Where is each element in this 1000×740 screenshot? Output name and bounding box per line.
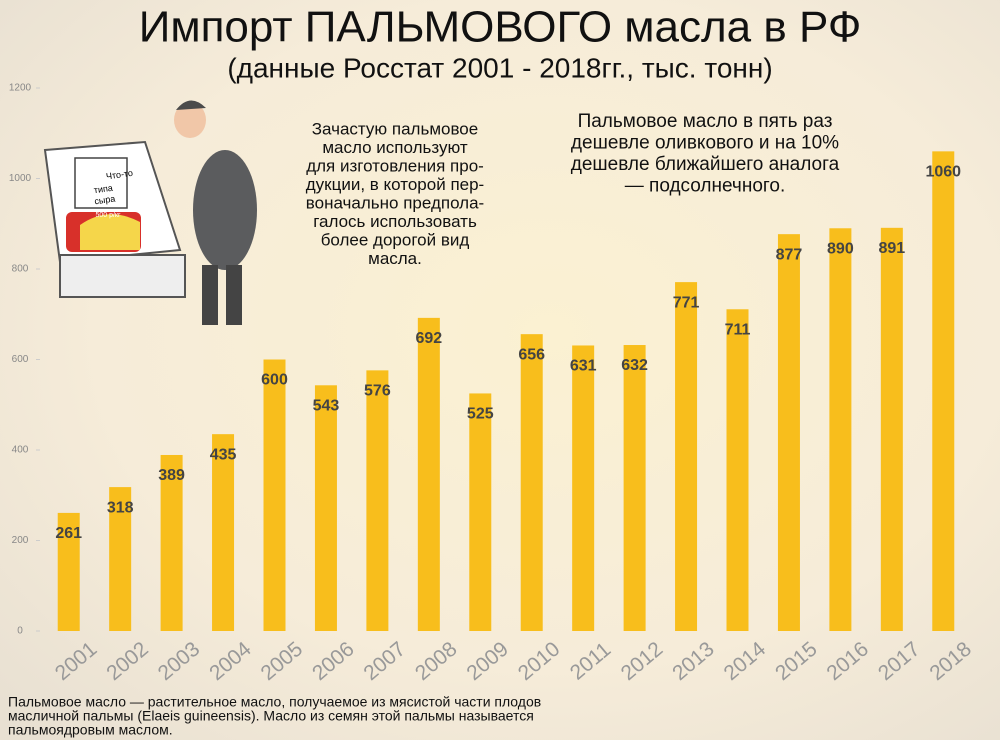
bar [160,454,183,631]
y-tick-label: 1000 [9,173,32,184]
cartoon-label: типа [93,183,113,196]
value-label: 1060 [925,164,961,181]
chart-title: Импорт ПАЛЬМОВОГО масла в РФ [139,3,862,52]
annotation: дукции, в которой пер- [306,175,484,194]
value-label: 318 [107,499,134,516]
value-label: 656 [518,346,545,363]
value-label: 890 [827,240,854,257]
annotation: — подсолнечного. [625,176,786,197]
annotation: масла. [368,249,422,268]
bar [366,370,389,631]
annotation: Зачастую пальмовое [312,119,478,138]
value-label: 261 [55,525,82,542]
y-tick-label: 400 [12,445,29,456]
value-label: 692 [415,330,442,347]
bar [109,487,132,631]
annotation: дешевле ближайшего аналога [571,154,840,175]
value-label: 632 [621,357,648,374]
value-label: 435 [210,446,237,463]
cartoon-label: сыра [94,193,116,206]
footnote: масличной пальмы (Elaeis guineensis). Ма… [8,708,534,724]
annotation: для изготовления про- [306,156,484,175]
bar [829,228,852,631]
cartoon [43,100,257,325]
value-label: 631 [570,358,597,375]
bar [314,385,337,631]
bar [417,317,440,631]
bar [212,434,235,631]
annotation: Пальмовое масло в пять раз [578,111,833,132]
value-label: 600 [261,372,288,389]
annotation: воначально предпола- [306,193,484,212]
y-tick-label: 800 [12,264,29,275]
cartoon-label: Что-то [105,168,133,182]
annotation: дешевле оливкового и на 10% [571,133,839,154]
y-tick-label: 0 [17,626,23,637]
value-label: 877 [776,246,803,263]
chart-subtitle: (данные Росстат 2001 - 2018гг., тыс. тон… [227,52,772,83]
bar [263,359,286,631]
value-label: 771 [673,294,700,311]
footnote: Пальмовое масло — растительное масло, по… [8,694,541,710]
footnote: пальмоядровым маслом. [8,722,173,738]
bar [675,282,698,631]
value-label: 891 [878,240,905,257]
value-label: 543 [313,398,340,415]
bar [623,345,646,631]
value-label: 576 [364,383,391,400]
bar [572,345,595,631]
annotation: галось использовать [313,212,477,231]
y-tick-label: 600 [12,354,29,365]
bar [520,334,543,631]
bar [777,234,800,631]
y-tick-label: 200 [12,535,29,546]
bar [932,151,955,631]
bar [726,309,749,631]
value-label: 711 [725,321,751,338]
y-tick-label: 1200 [9,83,32,94]
bar [880,227,903,631]
bar [57,512,80,631]
value-label: 389 [158,467,185,484]
bar [469,393,492,631]
annotation: более дорогой вид [321,230,470,249]
value-label: 525 [467,406,494,423]
cartoon-label: 500 р/кг [95,212,121,219]
annotation: масло используют [322,138,467,157]
